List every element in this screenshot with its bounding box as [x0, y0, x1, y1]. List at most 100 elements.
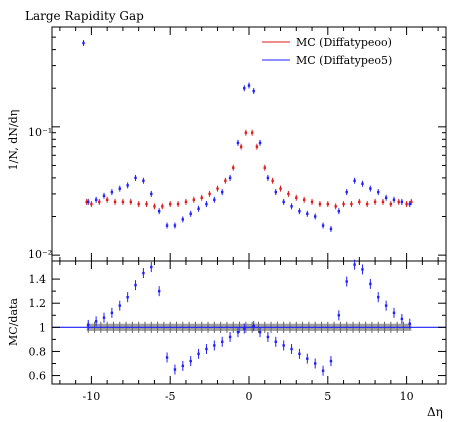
main-point: [313, 215, 317, 218]
main-point: [82, 41, 85, 45]
ratio-point: [377, 295, 380, 299]
ratio-point: [392, 311, 396, 315]
ratio-point: [258, 330, 262, 334]
x-tick-labels: -10 -5 0 5 10: [83, 390, 414, 403]
ratio-point: [189, 359, 192, 363]
legend-label-blue: MC (Diffatypeo5): [296, 54, 392, 67]
main-point: [405, 202, 408, 206]
ratio-point: [165, 356, 169, 359]
main-point: [150, 192, 153, 196]
main-point: [290, 205, 293, 208]
main-point: [165, 224, 169, 227]
ratio-ytick-label: 0.8: [29, 345, 47, 358]
main-point: [263, 166, 266, 169]
ratio-point: [369, 282, 372, 286]
main-point: [302, 198, 306, 201]
main-point: [400, 200, 404, 204]
main-point: [173, 224, 177, 227]
main-point: [90, 202, 93, 206]
ratio-point: [126, 295, 129, 299]
main-point: [87, 200, 90, 204]
ratio-point: [353, 263, 356, 266]
main-point: [239, 145, 243, 148]
main-panel: 10⁻² 10⁻¹ 1/N, dN/dη MC (Diffatypeoo) MC…: [7, 26, 447, 262]
ratio-point: [361, 268, 364, 271]
main-point: [216, 187, 219, 190]
x-tick-label: 10: [400, 390, 414, 403]
ratio-point: [236, 330, 240, 334]
ratio-ytick-label: 1.4: [29, 273, 47, 286]
main-point: [126, 184, 129, 187]
main-point: [247, 84, 251, 87]
main-point: [258, 141, 262, 145]
ratio-point: [298, 352, 301, 356]
ratio-point: [173, 368, 177, 371]
x-tick-label: 0: [246, 390, 253, 403]
chart-title: Large Rapidity Gap: [25, 9, 144, 23]
ratio-point: [252, 324, 255, 328]
main-point: [244, 131, 248, 134]
main-point: [373, 200, 377, 204]
ratio-point: [329, 359, 333, 363]
x-tick-label: -5: [165, 390, 176, 403]
ratio-point: [313, 362, 317, 365]
main-point: [381, 200, 385, 204]
ratio-ytick-label: 0.6: [29, 370, 47, 383]
main-point: [298, 209, 301, 213]
main-point: [236, 141, 240, 145]
main-point: [118, 187, 121, 190]
main-point: [94, 198, 98, 201]
x-tick-label: -10: [83, 390, 101, 403]
ratio-point: [243, 327, 246, 330]
main-point: [181, 218, 185, 221]
legend-label-red: MC (Diffatypeoo): [296, 36, 392, 49]
main-point: [274, 190, 277, 194]
ratio-panel: MC/data 0.6 0.8 1 1.2 1.4 -10 -5 0 5 10 Δη: [7, 259, 447, 419]
ratio-point: [400, 317, 404, 321]
main-point: [282, 200, 285, 204]
ratio-point: [408, 322, 411, 325]
ratio-point: [142, 271, 145, 275]
ratio-ytick-labels: 0.6 0.8 1 1.2 1.4: [29, 273, 47, 382]
main-point: [137, 202, 140, 206]
ratio-point: [274, 340, 277, 343]
main-point: [366, 202, 369, 206]
main-point: [157, 209, 161, 213]
main-point: [337, 209, 341, 213]
main-point: [361, 182, 364, 185]
main-point: [410, 200, 413, 204]
main-point: [85, 200, 88, 204]
ratio-point: [110, 311, 114, 315]
ratio-axis-ticks: [52, 261, 446, 384]
main-point: [345, 190, 348, 194]
main-point: [121, 200, 125, 204]
main-point: [134, 176, 137, 180]
ratio-point: [306, 357, 309, 360]
main-point: [321, 224, 325, 227]
main-point: [145, 202, 148, 206]
ratio-y-axis-label: MC/data: [7, 298, 20, 346]
main-point: [358, 200, 361, 204]
ratio-point: [337, 314, 341, 317]
main-point: [200, 196, 203, 199]
x-tick-label: 5: [324, 390, 331, 403]
main-axis-ticks: [52, 27, 446, 261]
main-point: [208, 192, 211, 196]
ratio-point: [228, 335, 232, 339]
main-point: [176, 202, 180, 206]
main-point: [102, 194, 106, 198]
main-point: [306, 212, 309, 215]
ratio-data-marks: [87, 259, 411, 376]
main-point: [353, 179, 356, 182]
main-point: [192, 198, 196, 201]
ratio-panel-frame: [51, 260, 447, 385]
main-point: [98, 200, 101, 204]
main-point: [287, 192, 290, 196]
ratio-point: [290, 347, 293, 351]
ratio-point: [157, 289, 161, 293]
ratio-point: [221, 340, 224, 343]
main-y-axis-label: 1/N, dN/dη: [7, 110, 20, 171]
ratio-point: [282, 344, 285, 347]
main-point: [250, 131, 254, 134]
main-point: [105, 198, 109, 201]
